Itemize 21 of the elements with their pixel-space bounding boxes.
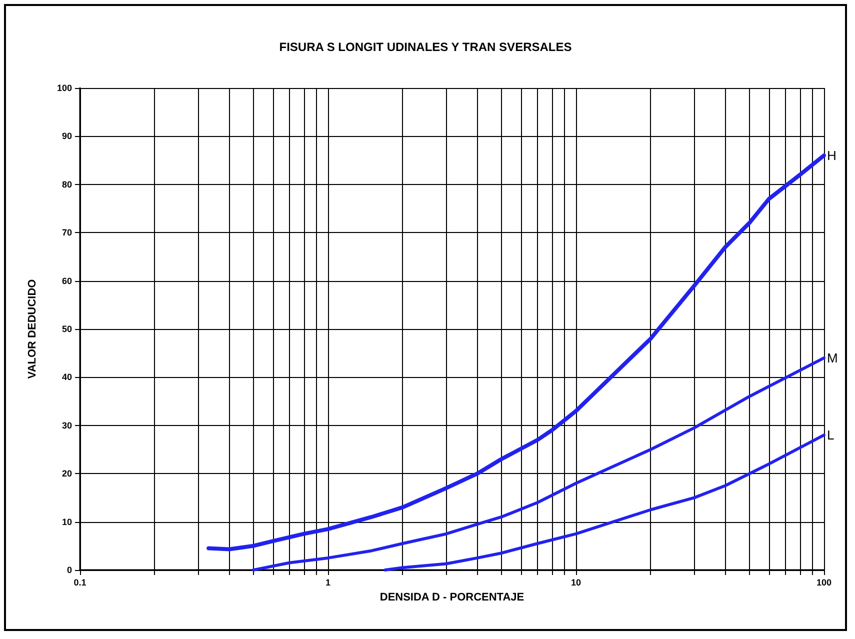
series-label: M <box>827 350 838 366</box>
y-tick-label: 10 <box>62 516 72 527</box>
y-tick-label: 40 <box>62 372 72 382</box>
y-tick-label: 100 <box>56 83 72 93</box>
y-tick-label: 70 <box>62 228 72 238</box>
y-tick-label: 90 <box>62 131 72 142</box>
y-tick-label: 50 <box>62 324 72 334</box>
chart-title: FISURA S LONGIT UDINALES Y TRAN SVERSALES <box>279 40 572 54</box>
x-tick-label: 1 <box>325 578 331 588</box>
y-tick-label: 20 <box>62 468 72 479</box>
x-tick-label: 10 <box>570 578 582 588</box>
y-tick-label: 60 <box>62 276 72 286</box>
y-tick-label: 0 <box>66 565 72 575</box>
x-tick-label: 100 <box>816 578 832 588</box>
x-axis-title: DENSIDA D - PORCENTAJE <box>380 592 524 604</box>
y-axis-title: VALOR DEDUCIDO <box>26 278 38 379</box>
y-tick-label: 80 <box>62 179 72 190</box>
series-label: H <box>827 148 836 163</box>
series-label: L <box>827 428 834 443</box>
x-tick-label: 0.1 <box>74 578 86 588</box>
y-tick-label: 30 <box>62 420 72 430</box>
